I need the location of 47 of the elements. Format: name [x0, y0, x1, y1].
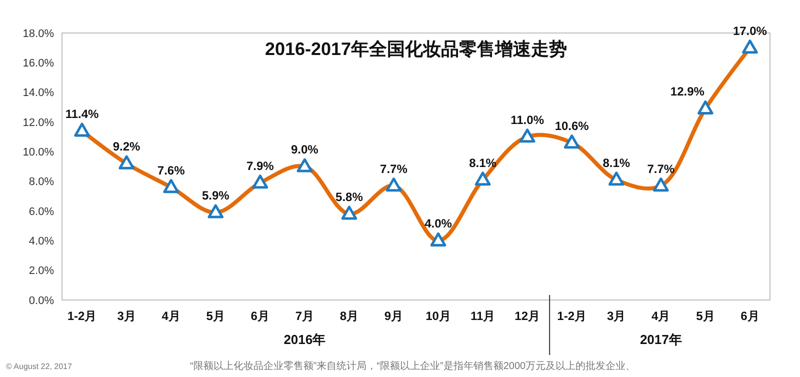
- data-label: 8.1%: [602, 156, 630, 170]
- data-label: 11.4%: [65, 106, 100, 121]
- data-label: 4.0%: [424, 216, 452, 231]
- y-tick-label: 8.0%: [28, 176, 54, 188]
- x-tick-label: 11月: [470, 309, 496, 323]
- data-label: 17.0%: [732, 24, 768, 38]
- x-tick-label: 1-2月: [67, 309, 97, 323]
- x-tick-label: 3月: [607, 309, 626, 323]
- data-label: 8.1%: [469, 156, 497, 170]
- data-label: 12.9%: [670, 84, 705, 99]
- data-label: 7.6%: [157, 163, 186, 178]
- y-tick-label: 12.0%: [22, 116, 54, 129]
- x-tick-label: 8月: [340, 309, 359, 323]
- x-tick-label: 4月: [162, 309, 180, 323]
- x-tick-label: 4月: [652, 309, 670, 323]
- x-tick-label: 5月: [696, 309, 715, 323]
- text: 2017年: [640, 332, 682, 347]
- data-label: 9.0%: [291, 142, 319, 156]
- x-tick-label: 6月: [250, 309, 270, 323]
- y-tick-label: 0.0%: [28, 294, 54, 307]
- data-label: 5.9%: [202, 188, 230, 202]
- x-tick-label: 7月: [295, 309, 314, 323]
- y-tick-label: 2.0%: [28, 265, 54, 278]
- data-label: 7.7%: [647, 162, 675, 176]
- y-tick-label: 18.0%: [22, 28, 54, 40]
- x-tick-label: 1-2月: [557, 309, 587, 323]
- x-tick-label: 6月: [740, 309, 760, 323]
- data-label: 10.6%: [554, 118, 590, 133]
- y-tick-label: 16.0%: [22, 58, 54, 70]
- x-tick-label: 12月: [514, 309, 540, 323]
- x-tick-label: 10月: [426, 309, 451, 323]
- data-label: 5.8%: [336, 190, 364, 204]
- x-tick-label: 9月: [384, 309, 404, 323]
- text: © August 22, 2017: [6, 362, 72, 371]
- data-label: 7.7%: [380, 162, 408, 176]
- data-label: 7.9%: [246, 158, 274, 173]
- data-label: 9.2%: [112, 140, 141, 154]
- y-tick-label: 4.0%: [28, 236, 54, 248]
- chart-title: 2016-2017年全国化妆品零售增速走势: [264, 39, 568, 59]
- y-tick-label: 14.0%: [22, 87, 54, 100]
- y-tick-label: 6.0%: [28, 206, 54, 218]
- data-label: 11.0%: [510, 112, 544, 127]
- text: 2016年: [284, 332, 326, 347]
- x-tick-label: 5月: [206, 309, 225, 323]
- text: “限额以上化妆品企业零售额”来自统计局，“限额以上企业”是指年销售额2000万元及以上的批发企业、: [190, 360, 636, 372]
- y-tick-label: 10.0%: [22, 146, 54, 159]
- x-tick-label: 3月: [117, 309, 136, 323]
